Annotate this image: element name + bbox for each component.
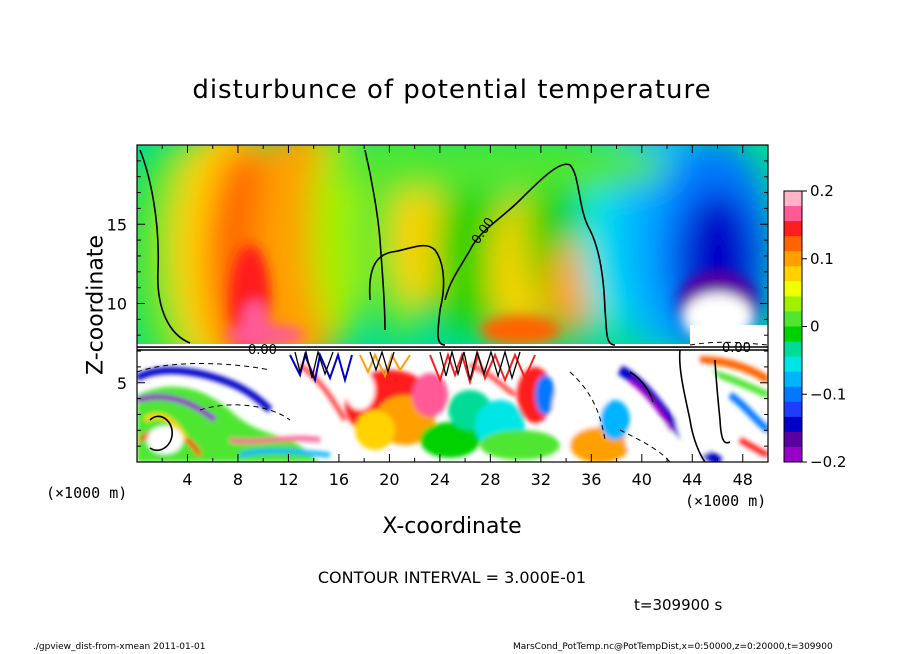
x-tick-label: 48 — [733, 470, 753, 489]
x-tick-label: 36 — [581, 470, 601, 489]
colorbar-swatch — [784, 371, 802, 388]
x-tick-label: 16 — [329, 470, 349, 489]
colorbar-swatch — [784, 206, 802, 222]
contour-label: 0.00 — [722, 341, 751, 356]
colorbar-tick-label: 0.2 — [810, 182, 834, 200]
contour-lines — [137, 149, 768, 462]
x-tick-label: 12 — [278, 470, 298, 489]
x-unit-left: (×1000 m) — [46, 484, 128, 502]
colorbar-swatch — [784, 221, 802, 237]
footer-left: ./gpview_dist-from-xmean 2011-01-01 — [33, 642, 206, 652]
colorbar-swatch — [784, 386, 802, 403]
y-tick-label: 5 — [117, 374, 127, 393]
x-tick-label: 32 — [531, 470, 551, 489]
colorbar-swatch — [784, 446, 802, 463]
colorbar-swatch — [784, 191, 802, 207]
contour-label: 0.00 — [248, 343, 277, 358]
heatmap-field — [137, 145, 768, 462]
colorbar: 0.2 0.1 0 −0.1 −0.2 — [783, 182, 846, 471]
colorbar-swatch — [784, 266, 802, 282]
x-unit-right: (×1000 m) — [685, 492, 767, 510]
colorbar-swatch — [784, 296, 802, 312]
colorbar-swatch — [784, 416, 802, 433]
colorbar-tick-label: −0.1 — [810, 385, 846, 403]
colorbar-swatch — [784, 356, 802, 373]
colorbar-tick-label: 0.1 — [810, 250, 834, 268]
x-axis-ticks: 4 8 12 16 20 24 28 32 36 40 44 48 — [161, 145, 753, 489]
contour-interval-text: CONTOUR INTERVAL = 3.000E-01 — [317, 568, 587, 587]
x-tick-label: 44 — [682, 470, 702, 489]
colorbar-swatch — [784, 401, 802, 418]
colorbar-swatch — [784, 311, 802, 327]
x-tick-label: 24 — [430, 470, 450, 489]
y-tick-label: 10 — [107, 295, 127, 314]
colorbar-swatch — [784, 341, 802, 358]
x-tick-label: 4 — [182, 470, 192, 489]
x-tick-label: 8 — [233, 470, 243, 489]
time-label: t=309900 s — [634, 596, 723, 614]
x-tick-label: 40 — [632, 470, 652, 489]
colorbar-swatch — [784, 251, 802, 267]
colorbar-swatch — [784, 236, 802, 252]
contour-interval-label: CONTOUR INTERVAL = 3.000E-01 — [0, 568, 904, 587]
x-axis-label: X-coordinate — [382, 514, 522, 539]
y-tick-label: 15 — [107, 215, 127, 234]
chart-title: disturbunce of potential temperature — [192, 75, 712, 105]
colorbar-tick-label: −0.2 — [810, 453, 846, 471]
colorbar-swatch — [784, 326, 802, 343]
colorbar-tick-label: 0 — [810, 318, 820, 336]
colorbar-swatch — [784, 281, 802, 297]
x-tick-label: 20 — [379, 470, 399, 489]
colorbar-swatch — [784, 431, 802, 448]
y-axis-ticks: 5 10 15 — [107, 160, 768, 447]
footer-right: MarsCond_PotTemp.nc@PotTempDist,x=0:5000… — [513, 642, 833, 652]
x-tick-label: 28 — [480, 470, 500, 489]
